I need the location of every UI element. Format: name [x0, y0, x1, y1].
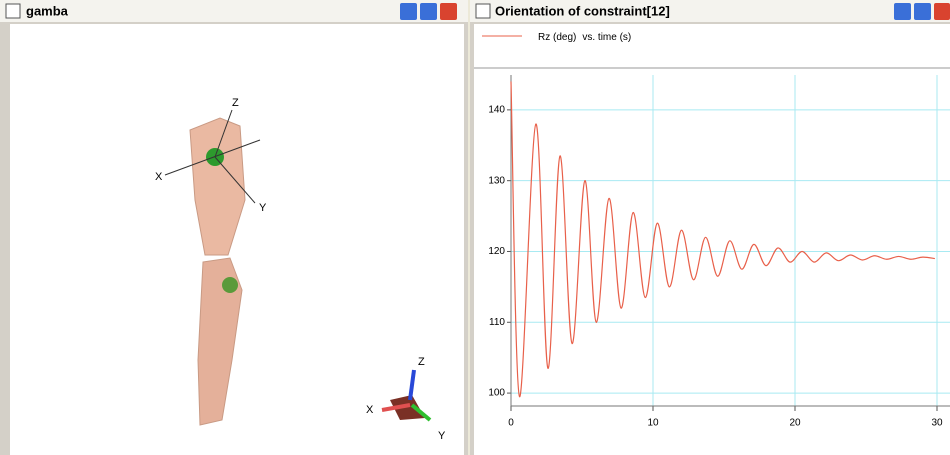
close-button[interactable] [934, 3, 950, 20]
axis-label: Z [232, 97, 239, 109]
window-title: Orientation of constraint[12] [495, 3, 670, 18]
y-tick-label: 140 [488, 105, 505, 116]
triad-label: Z [418, 356, 425, 368]
joint [222, 277, 238, 293]
x-tick-label: 10 [647, 418, 659, 429]
y-tick-label: 120 [488, 246, 505, 257]
legend-label: Rz (deg) vs. time (s) [538, 32, 631, 43]
x-tick-label: 20 [789, 418, 801, 429]
axis-label: Y [259, 202, 267, 214]
title-bar [0, 0, 468, 22]
screen: gamba X Z Y Z X Y Orientation of constra… [0, 0, 950, 455]
y-tick-label: 110 [489, 317, 505, 328]
maximize-button[interactable] [914, 3, 931, 20]
3d-view [10, 24, 464, 455]
window-icon [476, 4, 490, 18]
minimize-button[interactable] [894, 3, 911, 20]
x-tick-label: 0 [508, 418, 514, 429]
page: {"windows": [ {"title": "gamba", "view_l… [0, 0, 950, 455]
x-tick-label: 30 [931, 418, 943, 429]
window-title: gamba [26, 3, 69, 18]
maximize-button[interactable] [420, 3, 437, 20]
triad-label: X [366, 404, 374, 416]
plot-panel [474, 24, 950, 455]
window-icon [6, 4, 20, 18]
triad-label: Y [438, 430, 446, 442]
legend-x-label: vs. time (s) [582, 32, 631, 43]
legend-series-name: Rz (deg) [538, 32, 576, 43]
axis-label: X [155, 171, 163, 183]
window-gamba: gamba X Z Y Z X Y [0, 0, 468, 455]
y-tick-label: 130 [488, 175, 505, 186]
minimize-button[interactable] [400, 3, 417, 20]
close-button[interactable] [440, 3, 457, 20]
y-tick-label: 100 [488, 388, 505, 399]
